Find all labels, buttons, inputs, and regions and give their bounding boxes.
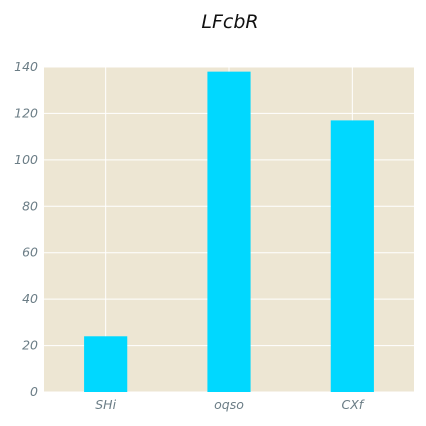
- x-axis-ticks: SHi oqso CXf: [95, 397, 365, 412]
- bar-oqso: [207, 72, 250, 392]
- y-axis-ticks: 0 20 40 60 80 100 120 140: [14, 59, 38, 399]
- y-tick-label: 140: [14, 59, 38, 74]
- bar-CXf: [331, 120, 374, 392]
- y-tick-label: 40: [22, 291, 38, 306]
- x-tick-label: SHi: [95, 397, 116, 412]
- y-tick-label: 80: [22, 198, 38, 213]
- y-tick-label: 60: [22, 245, 38, 260]
- chart-title: LFcbR: [201, 11, 258, 33]
- x-tick-label: CXf: [341, 397, 364, 412]
- y-tick-label: 0: [30, 384, 38, 399]
- bar-SHi: [84, 336, 127, 392]
- y-tick-label: 20: [22, 338, 38, 353]
- y-tick-label: 120: [14, 105, 38, 120]
- y-tick-label: 100: [14, 152, 38, 167]
- x-tick-label: oqso: [214, 397, 244, 412]
